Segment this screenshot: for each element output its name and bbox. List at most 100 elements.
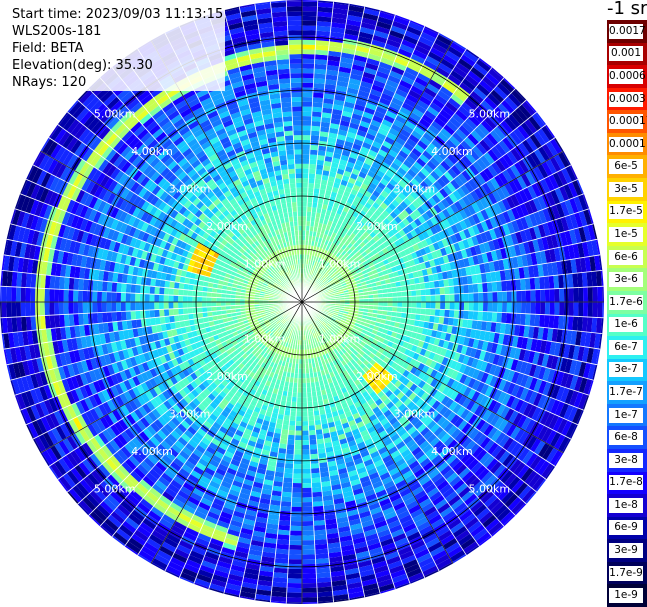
ppi-gate [379,123,391,133]
ppi-gate [578,302,584,317]
ppi-gate [346,19,362,27]
ppi-gate [575,258,582,274]
ppi-gate [302,230,306,236]
ppi-gate [373,305,379,310]
ppi-gate [325,275,331,280]
ppi-gate [358,187,367,195]
ppi-gate [477,283,483,293]
ppi-gate [567,181,578,198]
ppi-gate [320,121,331,128]
ppi-gate [360,146,370,154]
ppi-gate [418,224,426,233]
ppi-gate [325,151,334,158]
ppi-gate [294,440,302,446]
ppi-gate [425,288,431,296]
ppi-gate [338,248,344,254]
ppi-gate [402,218,410,227]
ppi-gate [354,296,360,300]
ppi-gate [506,291,512,302]
ppi-gate [387,166,398,175]
ppi-gate [581,241,590,258]
ppi-gate [529,277,536,290]
ppi-gate [356,238,363,245]
ppi-gate [289,540,302,546]
ppi-gate [401,102,415,112]
ppi-gate [292,487,302,493]
ppi-gate [391,174,401,184]
ppi-gate [521,302,527,314]
ppi-gate [325,282,330,287]
ppi-gate [302,468,311,474]
ppi-gate [333,288,339,292]
ppi-gate [497,200,507,213]
ppi-gate [391,199,400,208]
ppi-gate [373,110,386,119]
ppi-gate [342,284,348,289]
ppi-gate [440,198,450,209]
ppi-gate [554,302,560,316]
ppi-gate [463,284,469,294]
ppi-gate [437,90,451,102]
ppi-gate [495,248,503,261]
ppi-gate [554,187,565,203]
ppi-gate [327,278,333,283]
ppi-gate [302,39,316,45]
ppi-gate [531,112,545,129]
ppi-gate [302,235,306,241]
ppi-gate [359,120,371,129]
ppi-gate [356,155,366,163]
ppi-gate [347,127,358,135]
ppi-gate [447,97,461,110]
ppi-gate [544,289,550,302]
ppi-gate [454,161,466,173]
ppi-gate [410,178,420,188]
ppi-gate [353,235,360,242]
ppi-gate [296,402,302,407]
ppi-gate [314,178,322,185]
ppi-gate [292,473,302,479]
ppi-gate [502,169,513,183]
ppi-gate [469,328,477,339]
ppi-gate [463,293,469,302]
ppi-gate [366,170,376,179]
ppi-gate [344,96,357,104]
ppi-gate [426,160,437,171]
ppi-gate [302,425,309,431]
ppi-gate [325,185,333,192]
ppi-gate [536,237,545,252]
ppi-gate [372,309,378,314]
ppi-gate [289,535,302,541]
ppi-gate [368,182,378,190]
ppi-gate [302,44,316,50]
ppi-gate [391,287,397,293]
ppi-gate [493,260,500,272]
ppi-gate [453,146,465,159]
ppi-gate [492,189,502,203]
ppi-gate [382,310,388,316]
ppi-gate [417,255,425,264]
ppi-gate [466,192,476,205]
ppi-gate [316,30,331,37]
ppi-gate [524,313,531,326]
ppi-gate [471,274,478,285]
ppi-gate [424,245,432,255]
ppi-gate [533,166,545,181]
ppi-gate [523,241,531,255]
ppi-gate [365,102,378,111]
ppi-gate [483,96,498,110]
ppi-gate [439,109,452,121]
ppi-gate [327,50,342,58]
ppi-gate [314,68,327,75]
ppi-gate [436,177,447,188]
ppi-gate [322,98,335,105]
ppi-gate [372,290,378,295]
ppi-gate [436,163,448,175]
ppi-gate [453,285,460,294]
ray-separator [301,3,350,303]
ppi-gate [577,242,585,258]
ppi-gate [404,120,417,130]
ppi-gate [328,258,333,264]
ppi-gate [556,218,565,233]
ppi-gate [565,329,573,345]
ppi-gate [316,278,320,284]
